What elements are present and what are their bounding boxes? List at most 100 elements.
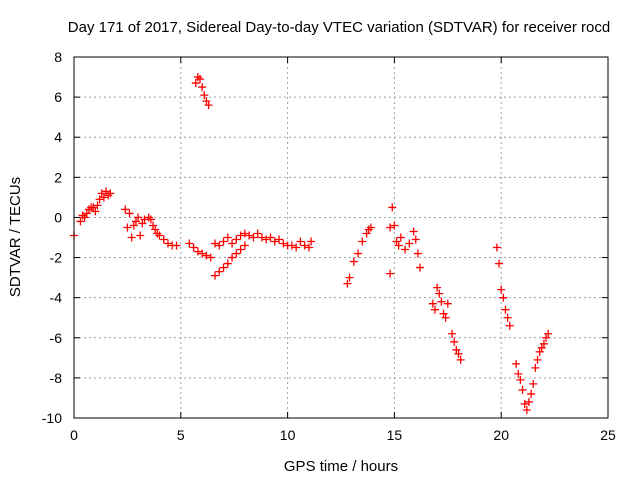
data-point <box>401 245 410 254</box>
data-point <box>257 233 266 242</box>
x-tick-label: 20 <box>493 427 509 443</box>
data-point <box>95 195 104 204</box>
data-point <box>307 237 316 246</box>
x-tick-label: 25 <box>600 427 616 443</box>
data-points <box>70 73 553 414</box>
data-point <box>91 207 100 216</box>
y-tick-label: 8 <box>54 49 62 65</box>
data-point <box>430 305 439 314</box>
data-point <box>437 297 446 306</box>
data-point <box>495 259 504 268</box>
data-point <box>76 217 85 226</box>
data-point <box>223 259 232 268</box>
data-point <box>499 293 508 302</box>
data-point <box>505 321 514 330</box>
data-point <box>394 241 403 250</box>
data-point <box>129 221 138 230</box>
data-point <box>428 299 437 308</box>
data-point <box>516 375 525 384</box>
data-point <box>531 363 540 372</box>
data-point <box>392 237 401 246</box>
data-point <box>125 209 134 218</box>
y-tick-label: -6 <box>50 330 63 346</box>
data-point <box>386 223 395 232</box>
data-point <box>121 205 130 214</box>
data-point <box>262 235 271 244</box>
data-point <box>497 285 506 294</box>
data-point <box>450 337 459 346</box>
data-point <box>527 389 536 398</box>
data-point <box>533 355 542 364</box>
data-point <box>413 249 422 258</box>
data-point <box>518 385 527 394</box>
data-point <box>202 251 211 260</box>
data-point <box>151 225 160 234</box>
data-point <box>349 257 358 266</box>
data-point <box>155 231 164 240</box>
plot-frame <box>73 56 609 419</box>
x-tick-label: 0 <box>70 427 78 443</box>
data-point <box>106 189 115 198</box>
data-point <box>228 253 237 262</box>
data-point <box>433 283 442 292</box>
data-point <box>416 263 425 272</box>
data-point <box>358 237 367 246</box>
data-point <box>102 187 111 196</box>
data-point <box>134 213 143 222</box>
data-point <box>196 75 205 84</box>
data-point <box>249 233 258 242</box>
data-point <box>535 347 544 356</box>
data-point <box>219 263 228 272</box>
grid-layer <box>74 57 608 418</box>
axis-layer: 0 5 10 15 20 25 -10 -8 -6 -4 -2 0 2 4 6 8 <box>42 49 616 443</box>
data-point <box>354 249 363 258</box>
data-point <box>345 273 354 282</box>
data-point <box>210 239 219 248</box>
data-point <box>411 235 420 244</box>
data-point <box>240 229 249 238</box>
data-point <box>138 219 147 228</box>
data-point <box>366 223 375 232</box>
data-point <box>163 239 172 248</box>
y-tick-label: -10 <box>42 410 62 426</box>
data-point <box>448 329 457 338</box>
data-point <box>82 209 91 218</box>
chart-title: Day 171 of 2017, Sidereal Day-to-day VTE… <box>68 19 610 36</box>
data-point <box>210 271 219 280</box>
data-point <box>343 279 352 288</box>
x-axis-label: GPS time / hours <box>284 458 398 475</box>
data-point <box>253 229 262 238</box>
data-point <box>296 237 305 246</box>
data-point <box>292 243 301 252</box>
data-point <box>245 231 254 240</box>
data-point <box>539 339 548 348</box>
data-point <box>236 231 245 240</box>
data-point <box>512 359 521 368</box>
data-point <box>215 241 224 250</box>
y-tick-label: 6 <box>54 89 62 105</box>
data-point <box>287 241 296 250</box>
data-point <box>522 405 531 414</box>
y-tick-label: 0 <box>54 209 62 225</box>
data-point <box>240 241 249 250</box>
data-point <box>200 91 209 100</box>
y-axis-label: SDTVAR / TECUs <box>7 177 24 297</box>
y-tick-label: 2 <box>54 169 62 185</box>
data-point <box>206 253 215 262</box>
data-point <box>223 233 232 242</box>
data-point <box>405 239 414 248</box>
y-tick-label: 4 <box>54 129 62 145</box>
data-point <box>386 269 395 278</box>
data-point <box>279 239 288 248</box>
data-point <box>185 239 194 248</box>
data-point <box>146 215 155 224</box>
data-point <box>529 379 538 388</box>
data-point <box>537 343 546 352</box>
data-point <box>219 237 228 246</box>
data-point <box>396 233 405 242</box>
y-tick-label: -8 <box>50 370 63 386</box>
data-point <box>439 309 448 318</box>
data-point <box>544 329 553 338</box>
